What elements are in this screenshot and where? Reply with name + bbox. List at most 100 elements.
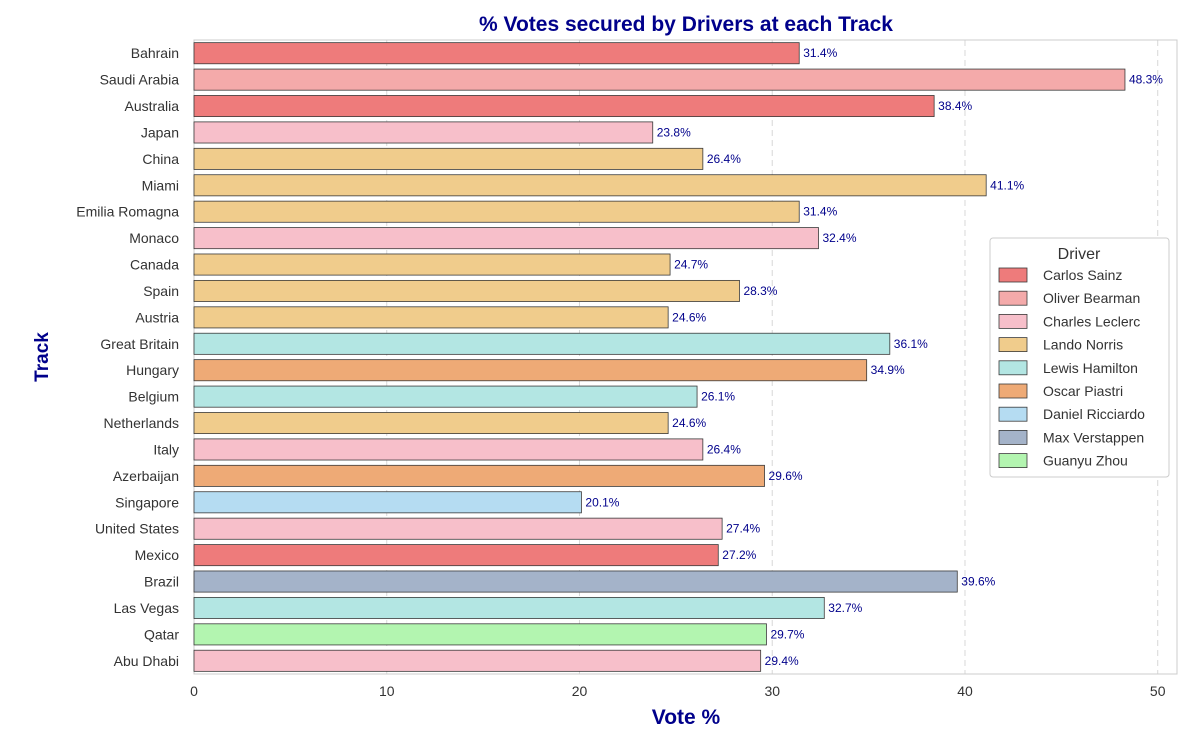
track-label: Abu Dhabi xyxy=(114,653,179,669)
legend-box xyxy=(989,237,1170,478)
bar xyxy=(193,253,671,276)
bar xyxy=(193,68,1126,91)
track-label: Austria xyxy=(135,309,179,325)
track-label: Japan xyxy=(141,124,179,140)
bar-value-label: 34.9% xyxy=(871,363,905,377)
track-label: Brazil xyxy=(144,574,179,590)
bar xyxy=(193,227,819,250)
legend-swatch xyxy=(998,453,1028,469)
bar-value-label: 32.7% xyxy=(828,601,862,615)
x-tick-labels: 0 10 20 30 40 50 xyxy=(190,683,1166,699)
bar-value-label: 31.4% xyxy=(803,46,837,60)
legend-swatch xyxy=(998,337,1028,353)
bar xyxy=(193,544,719,567)
track-label: Las Vegas xyxy=(114,600,179,616)
bar xyxy=(193,200,800,223)
bar-value-label: 39.6% xyxy=(961,575,995,589)
legend: Driver Carlos Sainz Oliver Bearman Charles… xyxy=(989,237,1170,478)
bar xyxy=(193,332,891,355)
plot-frame xyxy=(193,39,1178,675)
bar-value-label: 29.4% xyxy=(765,654,799,668)
bar xyxy=(193,306,669,329)
bar-value-label: 48.3% xyxy=(1129,73,1163,87)
bar xyxy=(193,359,868,382)
bar xyxy=(193,464,765,487)
bar-value-label: 29.7% xyxy=(770,627,804,641)
bars-group: 31.4% 48.3% 38.4% 23.8% 26.4% 41.1% 31.4% 32.4%… xyxy=(193,42,1163,672)
track-label: Canada xyxy=(130,257,179,273)
legend-entry: Charles Leclerc xyxy=(1043,313,1140,329)
bar xyxy=(193,623,767,646)
track-label: United States xyxy=(95,521,179,537)
bar-value-label: 31.4% xyxy=(803,205,837,219)
x-tick-label: 20 xyxy=(572,683,588,699)
track-label: Netherlands xyxy=(104,415,180,431)
legend-entry: Lando Norris xyxy=(1043,337,1123,353)
track-label: Azerbaijan xyxy=(113,468,179,484)
track-label: Belgium xyxy=(128,389,179,405)
track-label: Mexico xyxy=(135,547,180,563)
bar xyxy=(193,95,935,118)
legend-items: Carlos Sainz Oliver Bearman Charles Lecler… xyxy=(998,267,1145,469)
bar xyxy=(193,596,825,619)
legend-entry: Carlos Sainz xyxy=(1043,267,1122,283)
legend-entry: Oliver Bearman xyxy=(1043,290,1140,306)
legend-entry: Lewis Hamilton xyxy=(1043,360,1138,376)
bar xyxy=(193,649,762,672)
x-tick-label: 40 xyxy=(957,683,973,699)
x-tick-label: 30 xyxy=(764,683,780,699)
y-axis-label: Track xyxy=(32,332,53,382)
bar xyxy=(193,385,698,408)
legend-swatch xyxy=(998,313,1028,329)
legend-swatch xyxy=(998,383,1028,399)
x-axis-label: Vote % xyxy=(652,706,721,729)
bar-value-label: 28.3% xyxy=(743,284,777,298)
legend-entry: Guanyu Zhou xyxy=(1043,453,1128,469)
bar xyxy=(193,174,987,197)
bar xyxy=(193,279,740,302)
track-label: Qatar xyxy=(144,626,179,642)
bar-value-label: 27.2% xyxy=(722,548,756,562)
bar-value-label: 38.4% xyxy=(938,99,972,113)
x-tick-label: 50 xyxy=(1150,683,1166,699)
legend-swatch xyxy=(998,429,1028,445)
bar xyxy=(193,412,669,435)
bar-value-label: 32.4% xyxy=(822,231,856,245)
bar-value-label: 24.6% xyxy=(672,416,706,430)
bar-value-label: 23.8% xyxy=(657,125,691,139)
track-label: Italy xyxy=(153,441,179,457)
legend-entry: Max Verstappen xyxy=(1043,429,1144,445)
bar-value-label: 27.4% xyxy=(726,522,760,536)
bar-value-label: 24.7% xyxy=(674,258,708,272)
track-label: Monaco xyxy=(129,230,179,246)
bar xyxy=(193,147,704,170)
chart-title: % Votes secured by Drivers at each Track xyxy=(479,13,893,36)
x-tick-label: 0 xyxy=(190,683,198,699)
bar xyxy=(193,570,958,593)
legend-swatch xyxy=(998,290,1028,306)
track-label: Saudi Arabia xyxy=(100,72,180,88)
track-label: China xyxy=(142,151,179,167)
track-label: Miami xyxy=(142,177,179,193)
track-label: Emilia Romagna xyxy=(76,204,179,220)
bar-value-label: 26.4% xyxy=(707,442,741,456)
bar xyxy=(193,42,800,65)
track-label: Singapore xyxy=(115,494,179,510)
legend-title: Driver xyxy=(1058,246,1101,263)
track-label: Australia xyxy=(125,98,180,114)
bar xyxy=(193,517,723,540)
bar-value-label: 26.1% xyxy=(701,390,735,404)
bar-value-label: 26.4% xyxy=(707,152,741,166)
legend-entry: Oscar Piastri xyxy=(1043,383,1123,399)
legend-swatch xyxy=(998,406,1028,422)
bar-value-label: 36.1% xyxy=(894,337,928,351)
bar xyxy=(193,438,704,461)
bar xyxy=(193,491,582,514)
track-label: Great Britain xyxy=(100,336,179,352)
legend-swatch xyxy=(998,267,1028,283)
bar-value-label: 20.1% xyxy=(585,495,619,509)
legend-entry: Daniel Ricciardo xyxy=(1043,406,1145,422)
track-label: Hungary xyxy=(126,362,179,378)
track-label: Spain xyxy=(143,283,179,299)
